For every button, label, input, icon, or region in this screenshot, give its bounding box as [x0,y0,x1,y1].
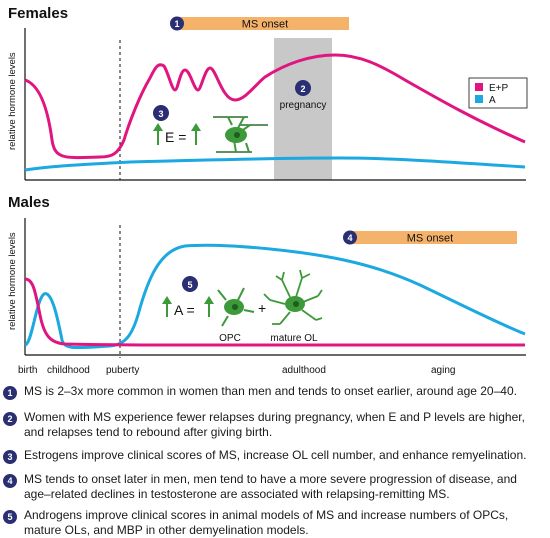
legend-swatch-ep [475,83,483,91]
badge-2 [295,80,311,96]
females-title: Females [8,5,68,22]
xlabel-aging: aging [431,365,455,376]
pregnancy-label: pregnancy [280,100,327,111]
up-arrow-icon [162,296,172,317]
badge-1-number: 1 [174,19,179,29]
badge-4-number: 4 [347,233,352,243]
note-badge: 5 [3,510,17,524]
badge-4 [343,230,357,245]
females-y-label: relative hormone levels [7,52,18,150]
badge-3-number: 3 [158,109,163,119]
legend-label-a: A [489,95,496,106]
males-title: Males [8,194,50,211]
xlabel-childhood: childhood [47,365,90,376]
note-text: MS tends to onset later in men, men tend… [24,472,517,501]
note-badge: 3 [3,450,17,464]
up-arrow-icon [204,296,214,317]
xlabel-puberty: puberty [106,365,139,376]
females-a-curve [24,156,526,172]
females-effect-text: E = [165,129,186,145]
males-ep-curve [24,277,525,347]
males-effect-text: A = [174,302,195,318]
xlabel-adulthood: adulthood [282,365,326,376]
note-text: Estrogens improve clinical scores of MS,… [24,448,527,462]
opc-cell-icon [217,287,255,327]
opc-label: OPC [219,333,241,344]
males-ms-onset-label: MS onset [407,233,453,245]
note-badge: 4 [3,474,17,488]
up-arrow-icon [153,123,163,145]
legend-swatch-a [475,95,483,103]
badge-5 [182,276,198,292]
males-ms-onset-bar [352,231,517,244]
note-text: Women with MS experience fewer relapses … [24,410,525,439]
females-ms-onset-label: MS onset [242,19,288,31]
note-badge: 2 [3,412,17,426]
note-badge: 1 [3,386,17,400]
mature-ol-label: mature OL [270,333,318,344]
oligodendrocyte-icon [213,116,268,153]
badge-3 [153,105,169,121]
badge-2-number: 2 [300,84,305,94]
females-ms-onset-bar [178,17,349,30]
note-text: Androgens improve clinical scores in ani… [24,508,509,537]
plus-sign: + [258,300,266,316]
females-ep-curve [24,53,526,160]
up-arrow-icon [191,123,201,145]
mature-ol-cell-icon [263,269,323,325]
note-text: MS is 2–3x more common in women than men… [24,384,517,398]
males-y-label: relative hormone levels [7,232,18,330]
badge-5-number: 5 [187,280,192,290]
legend-label-ep: E+P [489,83,509,94]
males-a-curve [24,243,526,350]
pregnancy-band [274,38,332,180]
xlabel-birth: birth [18,365,37,376]
badge-1 [170,16,184,31]
hormone-diagram: Females 1 MS onset 2 pregnancy relative … [7,5,528,376]
